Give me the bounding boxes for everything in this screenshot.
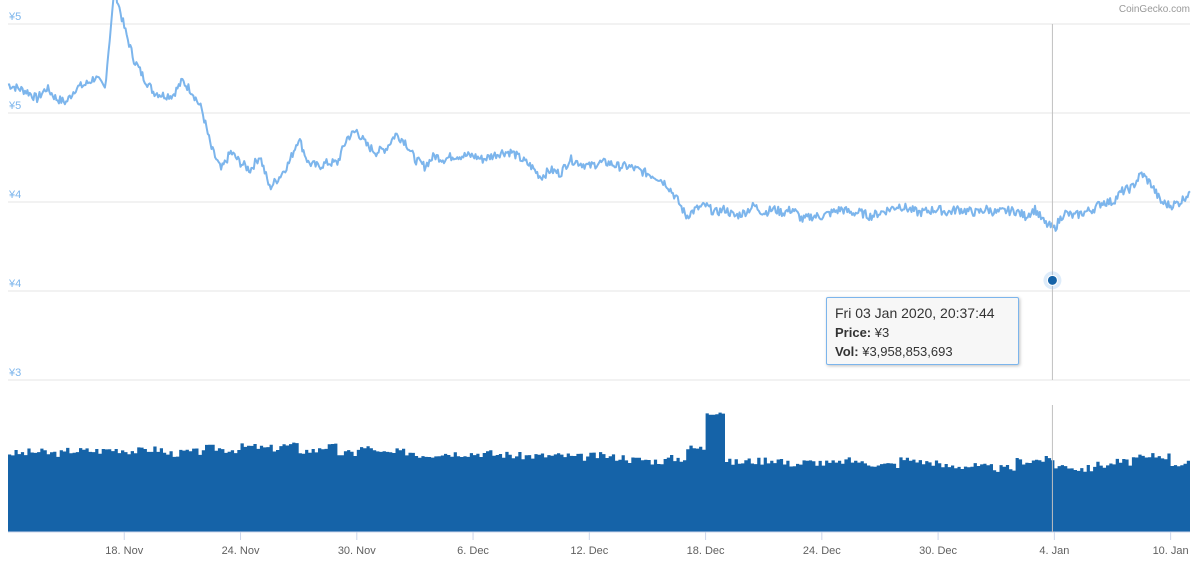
x-tick-label: 24. Dec [803, 545, 841, 557]
x-tick-label: 4. Jan [1039, 545, 1069, 557]
x-tick-label: 30. Dec [919, 545, 957, 557]
tooltip-price-label: Price: [835, 325, 872, 340]
date-axis-ticks: 18. Nov 24. Nov 30. Nov 6. Dec 12. Dec 18. De… [105, 532, 1189, 557]
y-tick-label: ¥5 [8, 100, 21, 112]
tooltip-date: Fri 03 Jan 2020, 20:37:44 [835, 305, 995, 321]
tooltip-price-value: ¥3 [874, 325, 890, 340]
hover-point-marker[interactable] [1046, 274, 1058, 286]
price-grid-lines [8, 23, 1190, 381]
tooltip-vol-row: Vol: ¥3,958,853,693 [835, 342, 1010, 361]
y-tick-label: ¥5 [8, 11, 21, 23]
y-tick-label: ¥4 [8, 189, 21, 201]
x-tick-label: 12. Dec [570, 545, 608, 557]
x-tick-label: 30. Nov [338, 545, 376, 557]
tooltip-vol-label: Vol: [835, 344, 859, 359]
x-tick-label: 18. Nov [105, 545, 143, 557]
tooltip-price-row: Price: ¥3 [835, 323, 1010, 342]
x-tick-label: 24. Nov [222, 545, 260, 557]
y-tick-label: ¥4 [8, 278, 21, 290]
credit-link[interactable]: CoinGecko.com [1119, 4, 1190, 15]
x-tick-label: 18. Dec [687, 545, 725, 557]
price-axis-ticks: ¥5 ¥5 ¥4 ¥4 ¥3 [8, 11, 21, 379]
x-tick-label: 10. Jan [1153, 545, 1189, 557]
x-tick-label: 6. Dec [457, 545, 489, 557]
price-series-line[interactable] [7, 0, 1191, 232]
y-tick-label: ¥3 [8, 367, 21, 379]
tooltip-vol-value: ¥3,958,853,693 [862, 344, 953, 359]
volume-bars[interactable] [8, 412, 1190, 532]
hover-tooltip: Fri 03 Jan 2020, 20:37:44 Price: ¥3 Vol:… [826, 297, 1019, 365]
